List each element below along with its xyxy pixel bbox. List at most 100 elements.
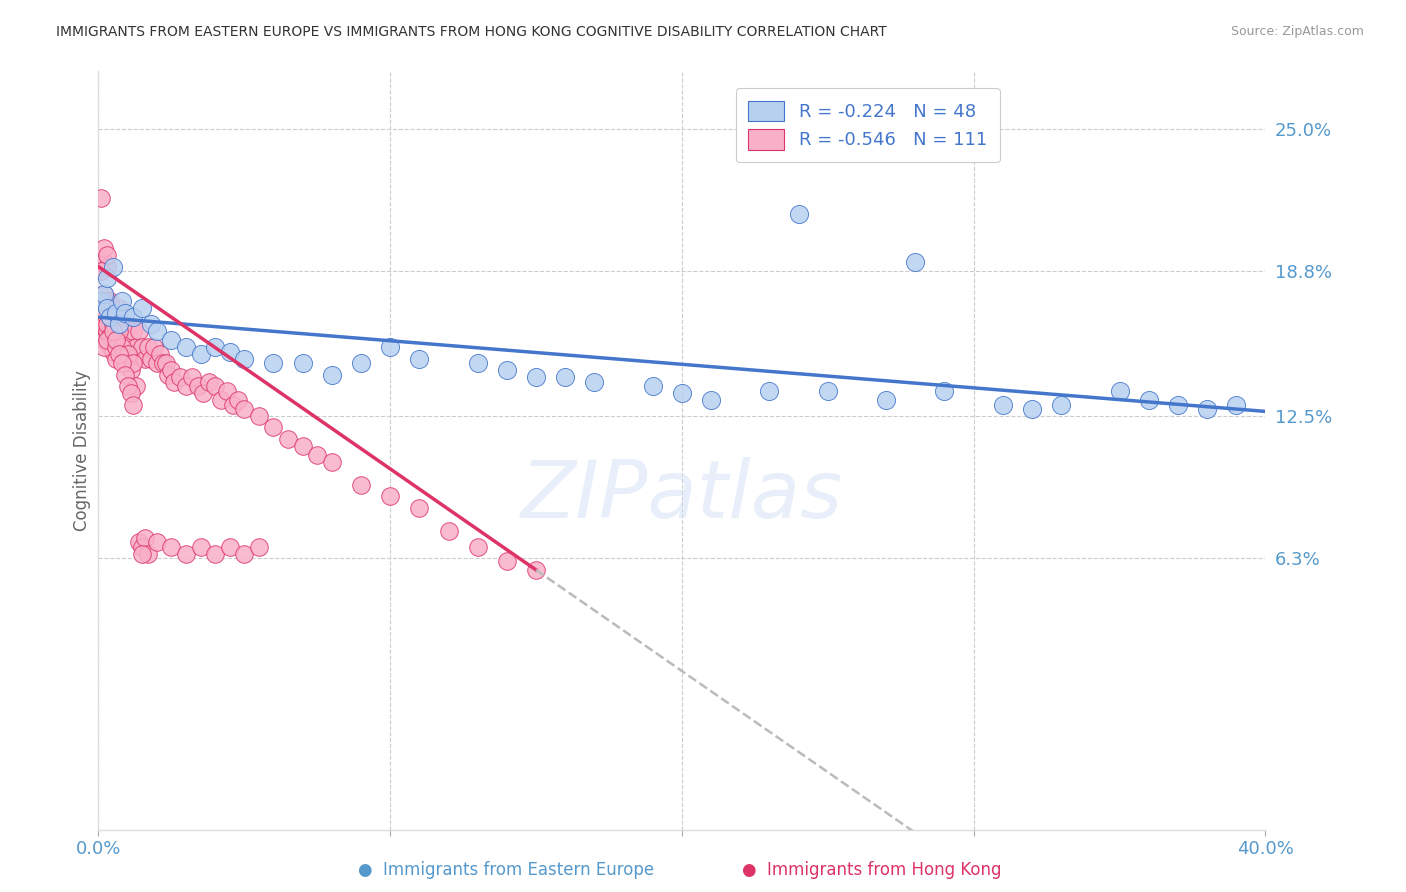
Point [90,294,112,309]
Point [524,370,547,384]
Point [104,333,127,347]
Point [120,333,142,347]
Point [111,333,134,347]
Point [114,333,136,347]
Point [90,191,112,205]
Point [96,294,118,309]
Point [90,317,112,331]
Point [467,540,489,554]
Point [1167,397,1189,411]
Text: ●  Immigrants from Hong Kong: ● Immigrants from Hong Kong [742,861,1001,879]
Point [1225,397,1247,411]
Point [122,324,145,338]
Point [96,248,118,262]
Point [117,324,139,338]
Point [262,356,284,370]
Point [934,384,956,398]
Point [350,356,373,370]
Point [101,260,124,274]
Point [93,287,115,301]
Point [146,535,169,549]
Point [554,370,576,384]
Point [108,317,131,331]
Point [96,294,118,309]
Point [204,340,226,354]
Point [149,347,172,361]
Point [160,540,183,554]
Point [98,340,121,354]
Point [700,392,723,407]
Point [93,333,115,347]
Point [215,384,238,398]
Point [904,255,927,269]
Point [139,351,162,366]
Point [204,547,226,561]
Point [134,531,156,545]
Point [307,448,329,462]
Point [218,344,240,359]
Point [496,554,519,568]
Point [131,301,153,315]
Point [187,379,209,393]
Point [291,439,314,453]
Point [98,310,121,325]
Point [90,264,112,278]
Point [758,384,780,398]
Point [146,324,169,338]
Point [125,340,148,354]
Point [98,328,121,343]
Point [1137,392,1160,407]
Text: ●  Immigrants from Eastern Europe: ● Immigrants from Eastern Europe [359,861,654,879]
Point [98,310,121,325]
Point [218,540,240,554]
Point [198,375,221,389]
Text: ZIPatlas: ZIPatlas [520,457,844,535]
Point [101,344,124,359]
Point [111,294,134,309]
Point [321,455,343,469]
Point [90,294,112,309]
Point [117,379,139,393]
Point [136,547,159,561]
Point [321,368,343,382]
Point [122,310,145,325]
Point [90,294,112,309]
Point [1195,402,1218,417]
Point [111,356,134,370]
Point [146,356,169,370]
Point [437,524,460,538]
Point [157,368,180,382]
Point [190,540,212,554]
Point [163,375,186,389]
Point [209,392,232,407]
Point [96,260,118,274]
Point [262,420,284,434]
Point [221,397,243,411]
Point [174,340,197,354]
Point [98,294,121,309]
Point [233,547,256,561]
Point [350,478,373,492]
Point [104,340,127,354]
Point [122,347,145,361]
Point [108,324,131,338]
Point [93,305,115,319]
Point [496,363,519,377]
Point [190,347,212,361]
Point [408,351,430,366]
Point [96,333,118,347]
Point [277,432,299,446]
Point [101,324,124,338]
Point [160,363,183,377]
Point [93,287,115,301]
Point [104,305,127,319]
Legend: R = -0.224   N = 48, R = -0.546   N = 111: R = -0.224 N = 48, R = -0.546 N = 111 [735,88,1000,162]
Point [114,305,136,319]
Point [114,368,136,382]
Point [96,317,118,331]
Point [122,397,145,411]
Text: Source: ZipAtlas.com: Source: ZipAtlas.com [1230,25,1364,38]
Point [139,317,162,331]
Point [467,356,489,370]
Point [524,563,547,577]
